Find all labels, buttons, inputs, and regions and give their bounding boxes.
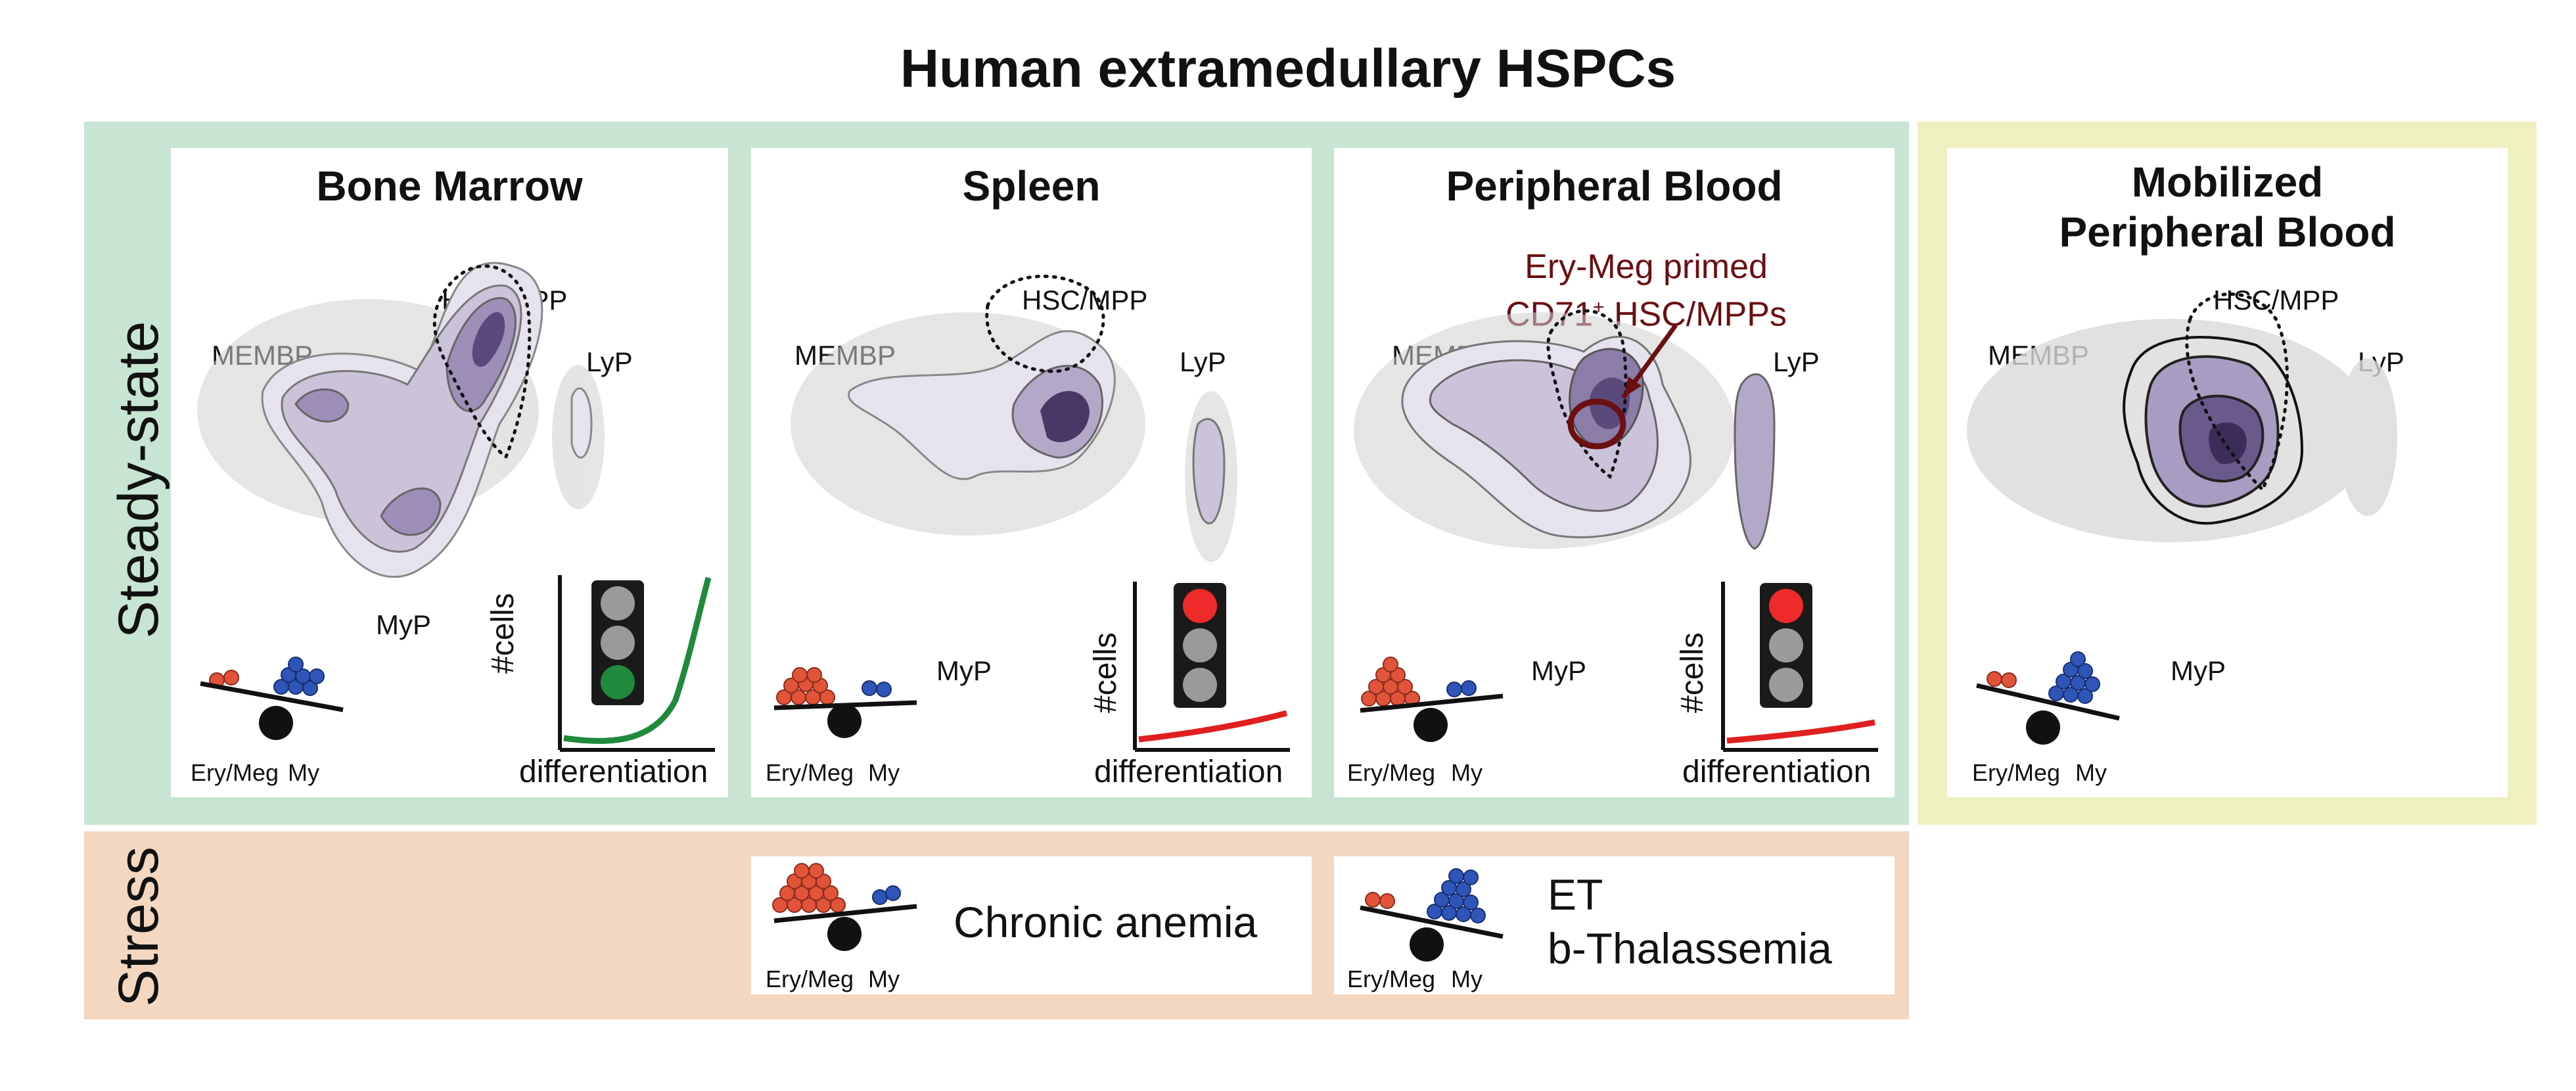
label-lyp: LyP xyxy=(1773,346,1820,377)
lineage-balance-seesaw xyxy=(200,657,344,740)
density-plot xyxy=(1967,292,2397,542)
stress-condition-chronic-anemia: Chronic anemia xyxy=(954,898,1258,946)
label-hsc-mpp: HSC/MPP xyxy=(2213,285,2339,315)
y-axis-label: #cells xyxy=(1088,632,1123,713)
stress-panel-chronic-anemia: Ery/Meg My Chronic anemia xyxy=(751,856,1312,994)
balance-label-my: My xyxy=(1451,759,1483,786)
stress-panel-et-thalassemia: Ery/Meg My ET b-Thalassemia xyxy=(1334,856,1895,994)
differentiation-plot xyxy=(558,575,715,752)
panel-spleen: Spleen HSC/MPP MEMBP LyP MyP Ery/Meg My … xyxy=(751,148,1312,797)
label-myp: MyP xyxy=(1531,655,1586,686)
label-myp: MyP xyxy=(2171,655,2226,686)
row-label-stress: Stress xyxy=(107,847,170,1007)
trend-curve xyxy=(1138,710,1288,743)
panel-title: Mobilized Peripheral Blood xyxy=(1947,157,2508,257)
y-axis-label: #cells xyxy=(486,593,520,674)
figure-title: Human extramedullary HSPCs xyxy=(900,39,1676,99)
stress-condition-et: ET xyxy=(1548,870,1603,919)
density-plot xyxy=(1354,309,1776,550)
lineage-balance-seesaw xyxy=(1360,657,1504,742)
x-axis-label: differentiation xyxy=(1094,754,1283,789)
x-axis-label: differentiation xyxy=(1682,754,1872,789)
stress-condition-b-thalassemia: b-Thalassemia xyxy=(1548,924,1832,973)
trend-curve xyxy=(1726,719,1875,744)
panel-title: Spleen xyxy=(962,162,1101,210)
panel-mobilized-peripheral-blood: Mobilized Peripheral Blood HSC/MPP MEMBP… xyxy=(1947,148,2508,797)
balance-label-erymeg: Ery/Meg xyxy=(1347,965,1436,992)
balance-label-erymeg: Ery/Meg xyxy=(766,759,854,786)
balance-label-my: My xyxy=(1451,965,1483,992)
label-lyp: LyP xyxy=(586,346,633,377)
lineage-balance-seesaw xyxy=(772,863,917,951)
panel-peripheral-blood: Peripheral Blood Ery-Meg primed CD71+ HS… xyxy=(1334,148,1895,797)
annotation-hsc-mpps: HSC/MPPs xyxy=(1604,295,1787,334)
panel-title: Peripheral Blood xyxy=(1446,162,1783,210)
balance-label-my: My xyxy=(868,965,900,992)
balance-label-erymeg: Ery/Meg xyxy=(191,759,279,786)
y-axis-label: #cells xyxy=(1675,632,1710,713)
label-hsc-mpp: HSC/MPP xyxy=(1022,285,1148,315)
panel-bone-marrow: Bone Marrow HSC/MPP MEMBP LyP MyP Ery/Me… xyxy=(171,148,728,797)
lineage-balance-seesaw xyxy=(1360,868,1504,962)
balance-label-my: My xyxy=(2075,759,2107,786)
trend-curve xyxy=(563,576,712,744)
balance-label-erymeg: Ery/Meg xyxy=(766,965,854,992)
panel-title-line-1: Mobilized xyxy=(2131,158,2324,206)
differentiation-plot xyxy=(1133,582,1290,752)
balance-label-erymeg: Ery/Meg xyxy=(1347,759,1436,786)
traffic-light-icon xyxy=(591,580,644,705)
density-plot xyxy=(791,274,1237,562)
label-myp: MyP xyxy=(376,609,431,640)
balance-label-my: My xyxy=(868,759,900,786)
panel-title-line-2: Peripheral Blood xyxy=(2059,208,2396,256)
panel-title: Bone Marrow xyxy=(316,162,583,210)
highlight-ring xyxy=(1567,398,1626,450)
annotation-line-1: Ery-Meg primed xyxy=(1525,248,1768,286)
differentiation-plot xyxy=(1721,582,1878,752)
label-myp: MyP xyxy=(936,655,992,686)
lineage-balance-seesaw xyxy=(773,667,917,738)
balance-label-my: My xyxy=(288,759,319,786)
x-axis-label: differentiation xyxy=(519,754,708,789)
traffic-light-icon xyxy=(1760,583,1812,708)
label-lyp: LyP xyxy=(1180,346,1226,377)
lineage-balance-seesaw xyxy=(1976,651,2120,745)
row-label-steady: Steady-state xyxy=(107,321,170,639)
density-plot xyxy=(197,262,605,578)
traffic-light-icon xyxy=(1174,583,1226,708)
balance-label-erymeg: Ery/Meg xyxy=(1972,759,2061,786)
